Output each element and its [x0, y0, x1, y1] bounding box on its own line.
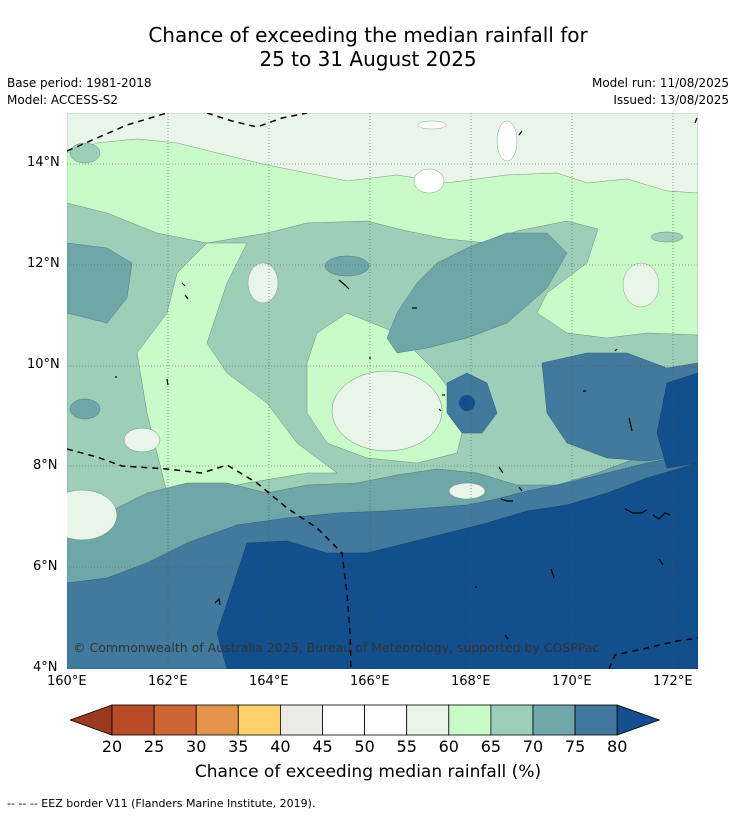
colorbar-tick-label: 75 [564, 737, 586, 756]
contour-deepest [216, 372, 698, 669]
colorbar-tick-label: 45 [312, 737, 333, 756]
spot-blue-1 [459, 395, 475, 411]
spot-pale-1 [247, 262, 279, 304]
colorbar-cell [490, 704, 534, 736]
colorbar-cell [111, 704, 155, 736]
lat-label-4n: 4°N [33, 660, 58, 675]
spot-pale-5 [67, 489, 118, 541]
spot-teal-1 [69, 142, 101, 164]
copyright-notice: © Commonwealth of Australia 2025, Bureau… [73, 640, 600, 655]
island-marks [115, 117, 698, 640]
spot-white-3 [496, 120, 518, 162]
spot-pale-2 [622, 262, 660, 308]
colorbar-cell [322, 704, 365, 736]
spot-pale-3 [331, 370, 443, 452]
colorbar-tick-label: 35 [228, 737, 249, 756]
spot-teal-2 [650, 231, 684, 243]
colorbar-cell [237, 704, 281, 736]
colorbar-tick-label: 65 [480, 737, 502, 756]
map-title-line1: Chance of exceeding the median rainfall … [148, 23, 588, 47]
colorbar-cell [153, 704, 197, 736]
lat-label-12n: 12°N [27, 256, 60, 271]
contour-pocket-a [136, 242, 338, 494]
spot-white-1 [417, 120, 447, 130]
rainfall-map [67, 113, 698, 669]
lat-label-6n: 6°N [33, 559, 58, 574]
rainfall-contours [67, 113, 698, 669]
colorbar-cell [574, 704, 618, 736]
lon-label-172e: 172°E [653, 674, 693, 689]
issued-label: Issued: 13/08/2025 [613, 93, 729, 107]
colorbar-tick-label: 80 [607, 737, 628, 756]
eez-footnote: -- -- -- EEZ border V11 (Flanders Marine… [7, 797, 316, 810]
lon-label-166e: 166°E [350, 674, 390, 689]
colorbar-cell [448, 704, 492, 736]
spot-teal-3 [69, 398, 101, 420]
map-title-line2: 25 to 31 August 2025 [259, 47, 477, 71]
base-period-label: Base period: 1981-2018 [7, 76, 152, 90]
colorbar-tick-label: 70 [522, 737, 544, 756]
colorbar-tick-label: 50 [354, 737, 375, 756]
map-grid [67, 113, 698, 669]
colorbar-tick-label: 30 [186, 737, 207, 756]
lon-label-164e: 164°E [249, 674, 289, 689]
colorbar-tick-label: 20 [101, 737, 123, 756]
model-run-label: Model run: 11/08/2025 [591, 76, 729, 90]
eez-borders [67, 113, 698, 669]
colorbar-tick-label: 40 [270, 737, 291, 756]
lat-label-10n: 10°N [27, 357, 60, 372]
colorbar-tick-label: 55 [396, 737, 417, 756]
lat-label-8n: 8°N [33, 458, 58, 473]
spot-teal-4 [324, 255, 370, 277]
lon-label-170e: 170°E [552, 674, 592, 689]
spot-pale-4 [448, 482, 486, 500]
colorbar-cell [532, 704, 576, 736]
colorbar-cell [364, 704, 408, 736]
lon-label-162e: 162°E [148, 674, 188, 689]
lat-label-14n: 14°N [27, 155, 60, 170]
model-label: Model: ACCESS-S2 [7, 93, 119, 107]
lon-label-160e: 160°E [47, 674, 87, 689]
colorbar-tick-label: 60 [438, 737, 459, 756]
spot-white-2 [413, 168, 445, 194]
spot-pale-6 [123, 427, 161, 453]
colorbar-cell [195, 704, 239, 736]
colorbar-cell [279, 704, 323, 736]
colorbar [70, 704, 661, 736]
colorbar-title: Chance of exceeding median rainfall (%) [194, 762, 542, 782]
colorbar-arrow-high [616, 704, 661, 736]
colorbar-arrow-low [70, 704, 113, 736]
lon-label-168e: 168°E [451, 674, 491, 689]
colorbar-cell [406, 704, 450, 736]
colorbar-tick-label: 25 [143, 737, 165, 756]
